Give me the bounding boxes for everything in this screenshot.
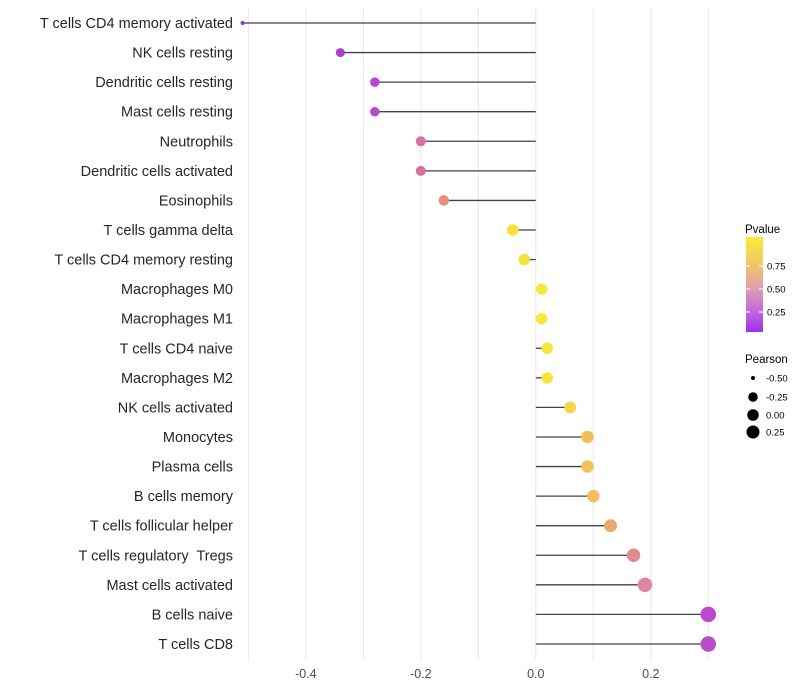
pearson-legend-dot	[746, 425, 760, 439]
category-label: T cells gamma delta	[104, 223, 234, 239]
category-label: T cells follicular helper	[90, 519, 233, 535]
lollipop-dot	[604, 519, 618, 533]
pvalue-colorbar	[746, 237, 763, 332]
category-label: Macrophages M0	[121, 282, 233, 298]
category-label: T cells CD8	[158, 637, 233, 653]
lollipop-dot	[370, 77, 380, 87]
lollipop-dot	[700, 636, 717, 652]
category-label: B cells memory	[134, 489, 234, 505]
x-tick-label: 0.0	[527, 667, 544, 681]
lollipop-dot	[518, 253, 531, 266]
pvalue-tick-label: 0.25	[767, 308, 786, 319]
category-label: Monocytes	[163, 430, 233, 446]
pearson-legend-dot	[748, 392, 758, 402]
pvalue-legend-title: Pvalue	[745, 224, 780, 236]
category-label: T cells CD4 memory resting	[54, 253, 233, 269]
lollipop-dot	[507, 224, 519, 236]
lollipop-dot	[535, 312, 548, 325]
lollipop-dot	[587, 489, 600, 503]
pearson-legend-label: -0.25	[766, 393, 788, 404]
x-tick-label: -0.2	[410, 667, 432, 681]
lollipop-dot	[541, 372, 554, 384]
pearson-legend-label: 0.00	[766, 411, 785, 422]
lollipop-dot	[370, 106, 380, 117]
pearson-legend-label: 0.25	[766, 428, 785, 439]
x-tick-label: 0.2	[642, 667, 659, 681]
lollipop-dot	[581, 430, 594, 444]
category-label: Macrophages M1	[121, 312, 233, 328]
category-label: T cells regulatory Tregs	[79, 548, 233, 564]
lollipop-dot	[335, 48, 345, 58]
lollipop-dot	[700, 606, 717, 623]
lollipop-dot	[240, 21, 245, 25]
category-label: NK cells activated	[118, 400, 233, 416]
category-label: Mast cells resting	[121, 105, 233, 121]
pvalue-tick-label: 0.75	[767, 262, 786, 273]
category-label: T cells CD4 naive	[120, 341, 233, 357]
pearson-legend-dot	[751, 376, 755, 380]
pearson-legend-title: Pearson	[745, 354, 788, 366]
category-label: NK cells resting	[132, 46, 233, 62]
lollipop-dot	[626, 548, 641, 563]
category-label: Plasma cells	[152, 460, 233, 476]
pearson-legend-label: -0.50	[766, 374, 788, 385]
pvalue-tick-label: 0.50	[767, 285, 786, 296]
category-label: Mast cells activated	[106, 578, 233, 594]
lollipop-dot	[438, 195, 450, 206]
x-tick-label: -0.4	[295, 667, 317, 681]
lollipop-dot	[581, 460, 594, 473]
category-label: Neutrophils	[160, 134, 233, 150]
lollipop-dot	[637, 577, 653, 593]
lollipop-dot	[415, 136, 426, 147]
category-label: Macrophages M2	[121, 371, 233, 387]
lollipop-dot	[541, 342, 554, 355]
lollipop-dot	[415, 165, 426, 176]
category-label: T cells CD4 memory activated	[40, 16, 233, 32]
lollipop-dot	[564, 401, 577, 414]
category-label: Dendritic cells activated	[81, 164, 233, 180]
lollipop-dot	[535, 283, 548, 295]
pearson-legend-dot	[747, 409, 759, 421]
category-label: B cells naive	[152, 607, 233, 623]
category-label: Dendritic cells resting	[95, 75, 233, 91]
category-label: Eosinophils	[159, 193, 233, 209]
